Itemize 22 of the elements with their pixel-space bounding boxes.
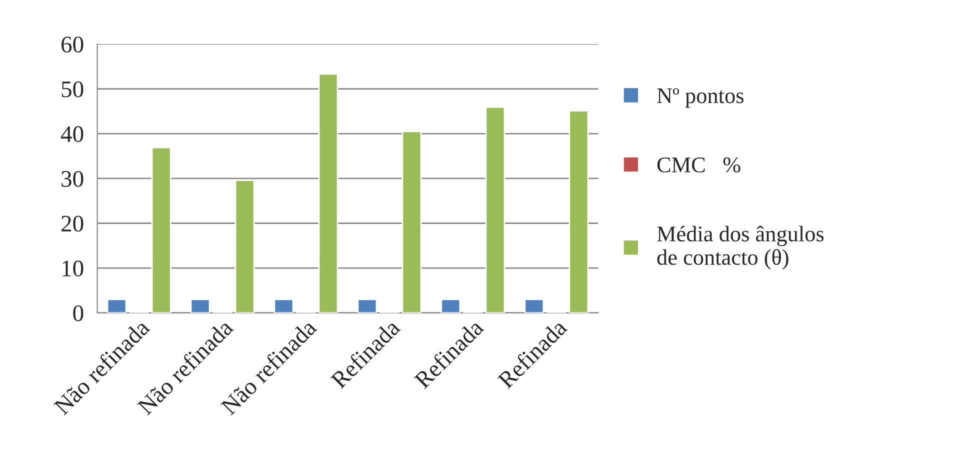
y-tick-label: 10	[62, 260, 84, 276]
legend-label: Nº pontos	[657, 88, 744, 108]
bar	[402, 130, 422, 313]
y-tick-label: 20	[62, 216, 84, 232]
bar	[151, 146, 172, 313]
legend-label: Média dos ângulos de contacto (θ)	[657, 226, 824, 270]
legend-label: CMC %	[657, 157, 740, 172]
bar	[234, 180, 255, 313]
bar	[440, 298, 461, 313]
y-tick-label: 40	[60, 126, 84, 142]
y-tick-label: 30	[62, 170, 84, 187]
bar	[524, 298, 544, 313]
bar	[106, 298, 127, 313]
y-tick-label: 60	[62, 36, 84, 53]
bar	[318, 73, 338, 313]
y-tick-label: 0	[73, 305, 84, 322]
bar	[568, 110, 589, 313]
bar	[357, 298, 378, 313]
bar	[485, 106, 506, 313]
bar	[274, 298, 294, 313]
bar	[190, 298, 210, 313]
y-tick-label: 50	[62, 81, 84, 98]
